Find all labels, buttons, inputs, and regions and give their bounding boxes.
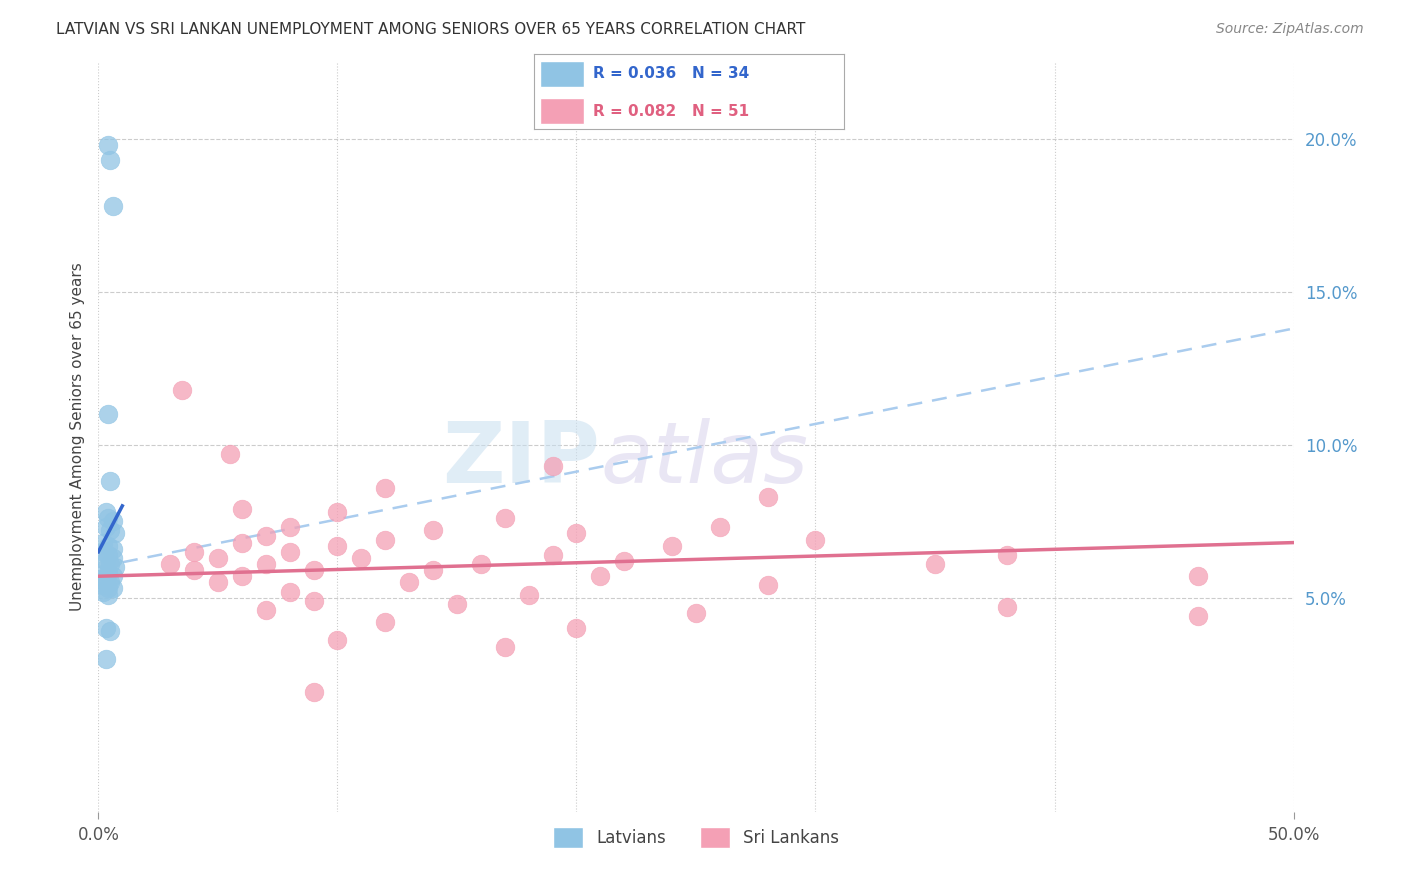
Point (254, 603, 277, 617)
Point (98, 575, 122, 590)
Text: LATVIAN VS SRI LANKAN UNEMPLOYMENT AMONG SENIORS OVER 65 YEARS CORRELATION CHART: LATVIAN VS SRI LANKAN UNEMPLOYMENT AMONG… (56, 22, 806, 37)
Point (90, 572, 112, 586)
Point (709, 520, 731, 534)
Point (91, 563, 114, 577)
Point (661, 539, 683, 553)
Point (91, 535, 114, 549)
Point (326, 505, 349, 519)
Point (94, 572, 117, 586)
Point (97, 511, 120, 525)
Point (302, 593, 325, 607)
Point (159, 557, 181, 571)
FancyBboxPatch shape (540, 62, 583, 87)
Point (97, 539, 120, 553)
Point (97, 407, 120, 421)
Point (98, 153, 122, 168)
Point (374, 481, 396, 495)
Point (470, 557, 492, 571)
Point (1187, 569, 1209, 583)
Point (98, 624, 122, 639)
Point (565, 526, 588, 541)
Point (446, 597, 468, 611)
Point (101, 582, 124, 596)
Point (101, 541, 124, 556)
Point (231, 535, 253, 549)
Point (995, 548, 1018, 562)
Point (302, 563, 325, 577)
Point (101, 569, 124, 583)
Point (104, 526, 127, 541)
Point (183, 563, 205, 577)
Text: ZIP: ZIP (443, 418, 600, 501)
Text: R = 0.036   N = 34: R = 0.036 N = 34 (593, 67, 749, 81)
Point (517, 588, 540, 602)
Point (91, 578, 114, 592)
Point (94, 520, 117, 534)
Point (101, 199, 124, 213)
Point (398, 575, 420, 590)
Text: R = 0.082   N = 51: R = 0.082 N = 51 (593, 103, 749, 119)
Point (494, 511, 516, 525)
Point (98, 475, 122, 489)
Point (924, 557, 946, 571)
Point (231, 502, 253, 516)
Point (98, 557, 122, 571)
Y-axis label: Unemployment Among Seniors over 65 years: Unemployment Among Seniors over 65 years (69, 263, 84, 611)
Point (94, 505, 117, 519)
Point (94, 652, 117, 666)
Point (94, 621, 117, 635)
Point (541, 548, 564, 562)
Point (278, 520, 301, 534)
Point (350, 550, 373, 565)
Point (207, 550, 229, 565)
Point (183, 545, 205, 559)
Point (231, 569, 253, 583)
Point (589, 569, 612, 583)
Point (494, 640, 516, 654)
Point (254, 557, 277, 571)
Point (172, 383, 194, 397)
Point (804, 533, 827, 547)
Point (541, 459, 564, 474)
Point (97, 566, 120, 581)
Point (374, 615, 396, 629)
Point (97, 582, 120, 596)
Point (91, 545, 114, 559)
Point (97, 588, 120, 602)
Text: Source: ZipAtlas.com: Source: ZipAtlas.com (1216, 22, 1364, 37)
Point (302, 685, 325, 699)
Point (104, 560, 127, 574)
Point (1187, 609, 1209, 624)
Point (422, 524, 444, 538)
Point (91, 584, 114, 599)
Point (685, 606, 707, 620)
Point (97, 138, 120, 153)
Point (374, 533, 396, 547)
Point (207, 575, 229, 590)
Point (219, 447, 242, 461)
Point (278, 545, 301, 559)
Point (565, 621, 588, 635)
Point (254, 529, 277, 543)
Point (756, 578, 779, 592)
Text: atlas: atlas (600, 418, 808, 501)
Point (278, 584, 301, 599)
Point (101, 514, 124, 528)
Point (101, 550, 124, 565)
Point (94, 554, 117, 568)
Point (326, 539, 349, 553)
Legend: Latvians, Sri Lankans: Latvians, Sri Lankans (544, 819, 848, 855)
Point (613, 554, 636, 568)
Point (97, 548, 120, 562)
Point (756, 490, 779, 504)
Point (422, 563, 444, 577)
FancyBboxPatch shape (540, 98, 583, 124)
Point (995, 599, 1018, 614)
Point (98, 524, 122, 538)
Point (326, 633, 349, 648)
